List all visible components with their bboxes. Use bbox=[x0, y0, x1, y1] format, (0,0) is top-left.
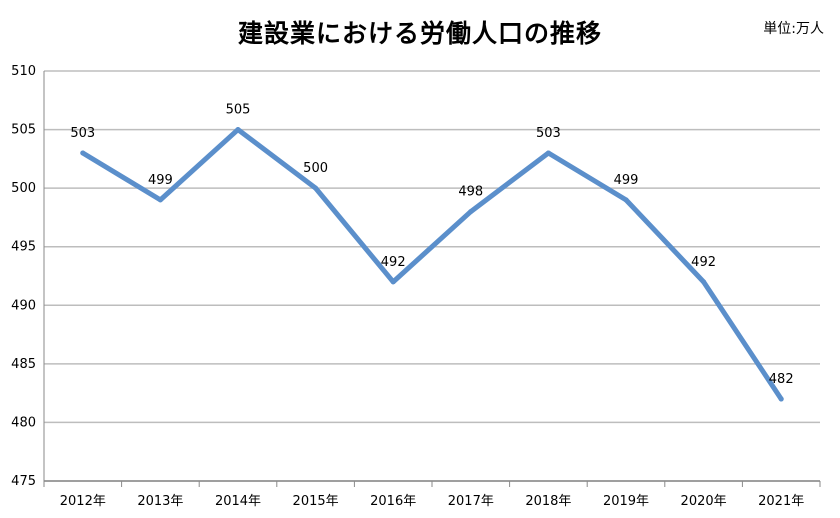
y-tick-label: 485 bbox=[11, 357, 36, 372]
x-tick-label: 2016年 bbox=[370, 494, 416, 509]
x-tick-label: 2021年 bbox=[758, 494, 804, 509]
x-tick-label: 2013年 bbox=[137, 494, 183, 509]
data-label: 492 bbox=[381, 255, 406, 270]
data-label: 500 bbox=[303, 161, 328, 176]
data-label: 499 bbox=[614, 173, 639, 188]
y-tick-label: 505 bbox=[11, 123, 36, 138]
data-point bbox=[390, 279, 396, 285]
data-point bbox=[157, 197, 163, 203]
y-tick-label: 480 bbox=[11, 415, 36, 430]
x-tick-label: 2014年 bbox=[215, 494, 261, 509]
x-tick-label: 2019年 bbox=[603, 494, 649, 509]
x-tick-label: 2020年 bbox=[681, 494, 727, 509]
data-label: 482 bbox=[769, 372, 794, 387]
data-point bbox=[313, 185, 319, 191]
y-axis-ticks: 475 480 485 490 495 500 505 510 bbox=[11, 64, 36, 489]
y-tick-label: 510 bbox=[11, 64, 36, 79]
data-point bbox=[80, 150, 86, 156]
data-label: 492 bbox=[691, 255, 716, 270]
data-point bbox=[623, 197, 629, 203]
chart-title: 建設業における労働人口の推移 bbox=[237, 19, 602, 48]
x-tick-label: 2012年 bbox=[60, 494, 106, 509]
series-line-group bbox=[80, 127, 784, 402]
data-point bbox=[468, 209, 474, 215]
data-point bbox=[545, 150, 551, 156]
gridlines bbox=[43, 70, 820, 482]
x-tick-label: 2017年 bbox=[448, 494, 494, 509]
x-tick-label: 2015年 bbox=[293, 494, 339, 509]
data-label: 503 bbox=[70, 126, 95, 141]
series-line bbox=[80, 127, 784, 402]
data-label: 505 bbox=[226, 103, 251, 118]
x-axis-ticks: 2012年 2013年 2014年 2015年 2016年 2017年 2018年 2019年… bbox=[43, 481, 821, 509]
y-tick-label: 475 bbox=[11, 474, 36, 489]
data-point bbox=[701, 279, 707, 285]
unit-label: 単位:万人 bbox=[763, 21, 824, 37]
data-label: 499 bbox=[148, 173, 173, 188]
data-point bbox=[778, 396, 784, 402]
x-tick-label: 2018年 bbox=[525, 494, 571, 509]
data-point bbox=[235, 127, 241, 133]
y-tick-label: 490 bbox=[11, 298, 36, 313]
y-tick-label: 495 bbox=[11, 240, 36, 255]
data-label: 498 bbox=[458, 185, 483, 200]
data-labels: 503 499 505 500 492 498 503 499 492 482 bbox=[70, 103, 793, 387]
data-label: 503 bbox=[536, 126, 561, 141]
y-tick-label: 500 bbox=[11, 181, 36, 196]
